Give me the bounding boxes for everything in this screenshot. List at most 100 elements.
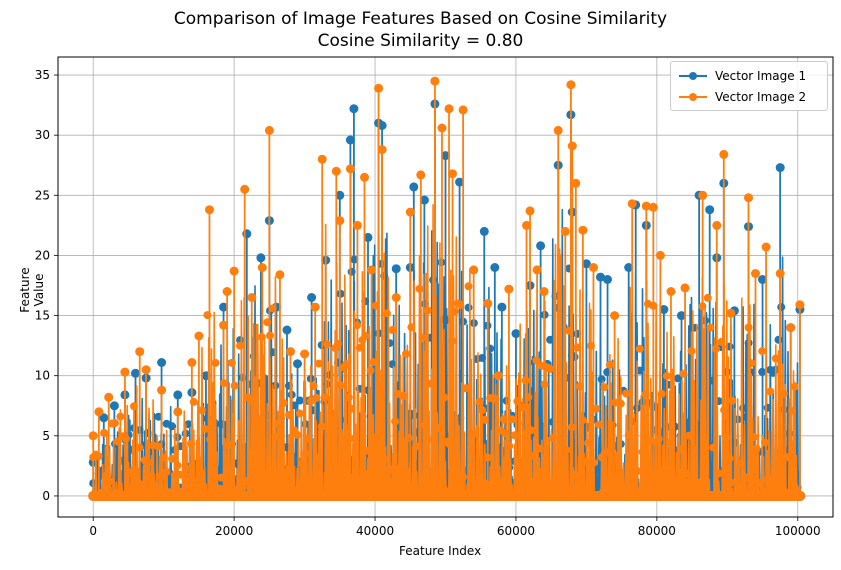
data-point [546,335,555,344]
peak-point [405,207,415,217]
data-point [777,303,786,312]
peak-point [205,205,214,215]
data-point [597,453,606,462]
peak-point [264,125,274,135]
data-point [325,490,334,499]
chart-title: Comparison of Image Features Based on Co… [173,9,668,29]
data-point [774,452,783,461]
data-point [692,478,701,487]
peak-point [744,193,753,203]
data-point [464,282,473,291]
data-point [562,445,571,454]
data-point [725,454,734,463]
data-point [111,419,119,427]
data-point [774,335,783,344]
peak-point [627,199,637,209]
x-tick-label: 80000 [638,524,676,538]
data-point [736,459,745,468]
data-point [382,309,391,318]
data-point [673,479,682,488]
data-point [143,429,152,437]
peak-point [374,83,384,93]
peak-point [345,164,355,174]
data-point [179,487,187,496]
peak-point [536,241,546,251]
data-point [597,375,606,384]
data-point [624,430,633,439]
peak-point [307,293,317,302]
peak-point [257,263,267,272]
data-point [328,471,337,480]
data-point [769,479,778,488]
data-point [421,420,429,429]
peak-point [286,347,295,357]
data-point [347,404,356,413]
data-point [285,411,293,419]
data-point [777,463,786,472]
data-point [703,293,712,302]
peak-point [504,284,514,294]
data-series [88,76,806,501]
data-point [516,456,525,465]
data-point [687,347,696,355]
data-point [524,393,533,402]
data-point [312,393,321,402]
data-point [665,438,674,447]
legend-item-series-2: Vector Image 2 [679,88,806,106]
peak-point [349,104,359,114]
peak-point [751,269,760,278]
data-point [527,426,535,435]
data-point [728,396,737,405]
data-point [342,360,351,369]
data-point [282,470,291,478]
peak-point [293,359,302,369]
data-point [546,365,555,373]
data-point [350,434,359,443]
data-point [573,343,582,352]
data-point [750,433,758,442]
data-point [614,451,623,460]
peak-point [698,190,708,200]
data-point [763,403,772,412]
data-point [595,420,603,429]
peak-point [775,163,785,173]
data-point [344,393,353,402]
peak-point [532,265,542,275]
peak-point [157,358,167,367]
legend-swatch-series-2 [679,90,707,104]
data-point [146,472,155,481]
data-point [154,412,163,421]
peak-point [229,266,239,276]
data-point [293,430,302,439]
peak-point [441,151,450,161]
data-point [478,406,487,415]
peak-point [141,365,151,375]
peak-point [479,226,489,236]
y-tick-label: 30 [35,128,50,142]
data-point [165,488,174,497]
data-point [779,389,788,398]
data-point [510,431,519,440]
peak-point [256,253,266,263]
peak-point [641,201,651,211]
data-point [151,486,160,495]
data-point [635,344,644,353]
data-point [760,438,769,447]
peak-point [120,367,130,377]
peak-point [275,270,285,280]
data-point [513,397,522,406]
peak-point [610,311,620,321]
peak-point [758,275,767,284]
data-point [143,458,152,467]
data-point [654,435,663,443]
data-point [295,409,304,418]
data-point [641,390,650,399]
data-point [499,415,508,424]
data-point [402,349,410,358]
data-point [388,360,397,369]
peak-point [409,182,419,192]
data-point [399,391,408,400]
peak-point [726,308,736,318]
x-tick-label: 0 [89,524,97,538]
data-point [695,491,704,500]
